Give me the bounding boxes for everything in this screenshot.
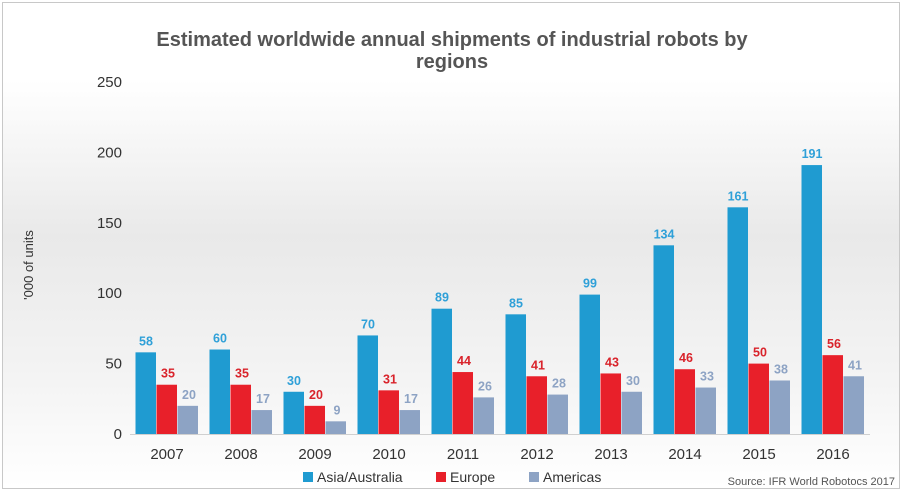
data-label: 38 bbox=[774, 362, 788, 376]
x-tick-label: 2008 bbox=[224, 446, 257, 463]
bar bbox=[579, 294, 600, 434]
data-label: 31 bbox=[383, 372, 397, 386]
data-label: 85 bbox=[509, 296, 523, 310]
data-label: 46 bbox=[679, 351, 693, 365]
bar bbox=[156, 384, 177, 434]
bar bbox=[621, 391, 642, 434]
bar bbox=[653, 245, 674, 434]
data-label: 20 bbox=[309, 388, 323, 402]
bar bbox=[801, 165, 822, 434]
legend-label: Americas bbox=[543, 469, 601, 485]
bar bbox=[283, 391, 304, 434]
bar bbox=[251, 410, 272, 434]
x-tick-label: 2011 bbox=[447, 446, 479, 463]
data-label: 35 bbox=[235, 367, 249, 381]
bar bbox=[452, 372, 473, 434]
data-label: 41 bbox=[848, 358, 862, 372]
bar bbox=[378, 390, 399, 434]
bar bbox=[526, 376, 547, 434]
bar bbox=[843, 376, 864, 434]
y-axis-label: '000 of units bbox=[21, 230, 36, 300]
data-label: 30 bbox=[287, 374, 301, 388]
data-label: 56 bbox=[827, 337, 841, 351]
data-label: 191 bbox=[802, 147, 823, 161]
bar bbox=[674, 369, 695, 434]
bar bbox=[209, 349, 230, 434]
bar bbox=[473, 397, 494, 434]
data-label: 41 bbox=[531, 358, 545, 372]
data-label: 9 bbox=[334, 403, 341, 417]
bar bbox=[431, 308, 452, 434]
bar bbox=[727, 207, 748, 434]
data-label: 28 bbox=[552, 377, 566, 391]
bar bbox=[547, 394, 568, 434]
data-label: 50 bbox=[753, 346, 767, 360]
bar bbox=[822, 355, 843, 434]
data-label: 58 bbox=[139, 334, 153, 348]
chart-title-line-2: regions bbox=[416, 51, 488, 73]
bar bbox=[769, 380, 790, 434]
bar bbox=[357, 335, 378, 434]
bar bbox=[135, 352, 156, 434]
x-tick-label: 2013 bbox=[594, 446, 627, 463]
source-note: Source: IFR World Robotocs 2017 bbox=[728, 476, 895, 488]
legend-label: Asia/Australia bbox=[317, 469, 403, 485]
legend-swatch bbox=[529, 472, 539, 482]
chart-title-line-1: Estimated worldwide annual shipments of … bbox=[156, 29, 748, 51]
x-tick-label: 2016 bbox=[816, 446, 849, 463]
x-tick-label: 2007 bbox=[150, 446, 183, 463]
x-tick-label: 2015 bbox=[742, 446, 775, 463]
data-label: 26 bbox=[478, 379, 492, 393]
bar bbox=[304, 405, 325, 434]
legend-label: Europe bbox=[450, 469, 495, 485]
data-label: 44 bbox=[457, 354, 471, 368]
x-tick-label: 2012 bbox=[520, 446, 553, 463]
data-label: 89 bbox=[435, 291, 449, 305]
data-label: 17 bbox=[256, 392, 270, 406]
data-label: 33 bbox=[700, 370, 714, 384]
y-tick-label: 100 bbox=[97, 285, 122, 302]
y-tick-label: 50 bbox=[105, 356, 122, 373]
x-tick-label: 2010 bbox=[372, 446, 405, 463]
x-tick-label: 2014 bbox=[668, 446, 701, 463]
x-tick-label: 2009 bbox=[298, 446, 331, 463]
bar bbox=[695, 387, 716, 434]
bar bbox=[325, 421, 346, 434]
bar bbox=[600, 373, 621, 434]
data-label: 134 bbox=[654, 227, 675, 241]
data-label: 161 bbox=[728, 189, 749, 203]
y-tick-label: 200 bbox=[97, 144, 122, 161]
legend-swatch bbox=[303, 472, 313, 482]
data-label: 70 bbox=[361, 317, 375, 331]
bar bbox=[177, 405, 198, 434]
data-label: 99 bbox=[583, 277, 597, 291]
y-tick-label: 250 bbox=[97, 74, 122, 91]
data-label: 35 bbox=[161, 367, 175, 381]
data-label: 43 bbox=[605, 355, 619, 369]
data-label: 20 bbox=[182, 388, 196, 402]
chart-marks: 0 50 100 150 200 250 58 35 20 2007 60 35 17 2008 30 20 9… bbox=[97, 74, 870, 485]
bar bbox=[399, 410, 420, 434]
data-label: 30 bbox=[626, 374, 640, 388]
data-label: 60 bbox=[213, 332, 227, 346]
data-label: 17 bbox=[404, 392, 418, 406]
y-tick-label: 0 bbox=[114, 426, 122, 443]
legend-swatch bbox=[436, 472, 446, 482]
bar bbox=[505, 314, 526, 434]
bar bbox=[230, 384, 251, 434]
bar bbox=[748, 363, 769, 434]
y-tick-label: 150 bbox=[97, 215, 122, 232]
